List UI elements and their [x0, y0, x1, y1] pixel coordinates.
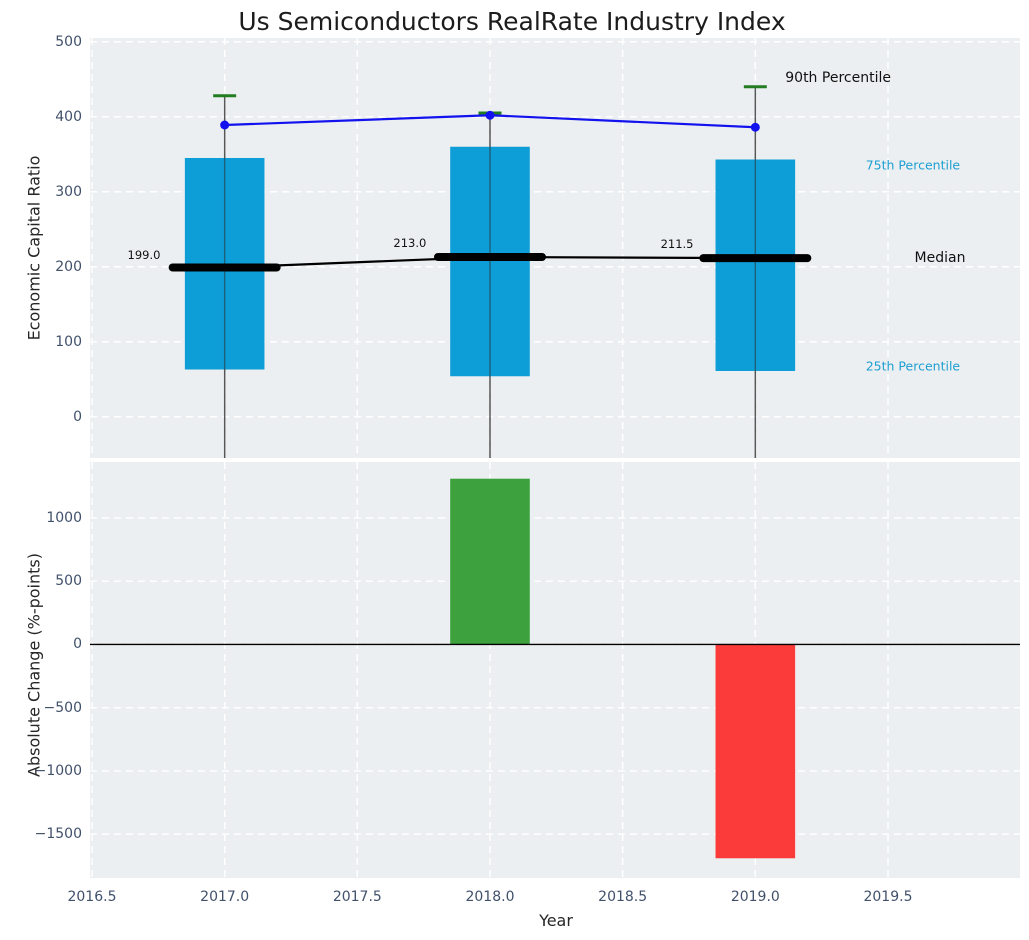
- x-tick-2017.5: 2017.5: [332, 889, 382, 905]
- annotation-90th-percentile: 90th Percentile: [785, 69, 891, 86]
- x-tick-2019.5: 2019.5: [863, 889, 913, 905]
- median-value-label-2018: 213.0: [393, 235, 427, 250]
- bottom-y-tick-0: 0: [73, 636, 82, 653]
- bottom-y-tick-−1500: −1500: [34, 826, 82, 843]
- annotation-median: Median: [914, 249, 966, 266]
- x-axis-label: Year: [539, 911, 573, 930]
- percentile-box-2019: [715, 159, 796, 371]
- bottom-axes-background: [90, 462, 1020, 878]
- top-y-tick-500: 500: [55, 33, 82, 50]
- x-tick-2018.5: 2018.5: [598, 889, 648, 905]
- legend-line-sample: [902, 59, 932, 61]
- change-bar-2019: [715, 644, 796, 859]
- bottom-y-tick-−500: −500: [43, 699, 82, 716]
- bottom-y-tick-−1000: −1000: [34, 762, 82, 779]
- annotation-75th-percentile: 75th Percentile: [865, 157, 961, 173]
- bottom-y-tick-1000: 1000: [46, 509, 82, 526]
- change-bar-2018: [450, 478, 530, 645]
- median-line: [224, 255, 756, 269]
- legend-label: Xilinx INC: [942, 52, 1005, 68]
- xilinx-point-2018: [485, 110, 495, 120]
- top-y-tick-0: 0: [73, 408, 82, 425]
- xilinx-point-2017: [220, 120, 230, 130]
- top-y-tick-200: 200: [55, 258, 82, 275]
- percentile-box-2017: [184, 158, 265, 370]
- top-y-tick-400: 400: [55, 108, 82, 125]
- annotation-25th-percentile: 25th Percentile: [865, 358, 961, 374]
- x-tick-2018.0: 2018.0: [465, 889, 515, 905]
- bottom-y-tick-500: 500: [55, 573, 82, 590]
- top-y-tick-300: 300: [55, 183, 82, 200]
- x-tick-2019.0: 2019.0: [730, 889, 780, 905]
- median-value-label-2017: 199.0: [127, 247, 161, 262]
- median-value-label-2019: 211.5: [660, 237, 694, 252]
- legend: Xilinx INC: [892, 46, 1012, 74]
- top-axes-background: [90, 38, 1020, 458]
- chart-title: Us Semiconductors RealRate Industry Inde…: [238, 7, 786, 36]
- percentile-box-2018: [450, 146, 530, 377]
- x-tick-2016.5: 2016.5: [67, 889, 117, 905]
- top-y-tick-100: 100: [55, 333, 82, 350]
- xilinx-line: [224, 114, 756, 129]
- xilinx-point-2019: [750, 122, 760, 132]
- x-tick-2017.0: 2017.0: [200, 889, 250, 905]
